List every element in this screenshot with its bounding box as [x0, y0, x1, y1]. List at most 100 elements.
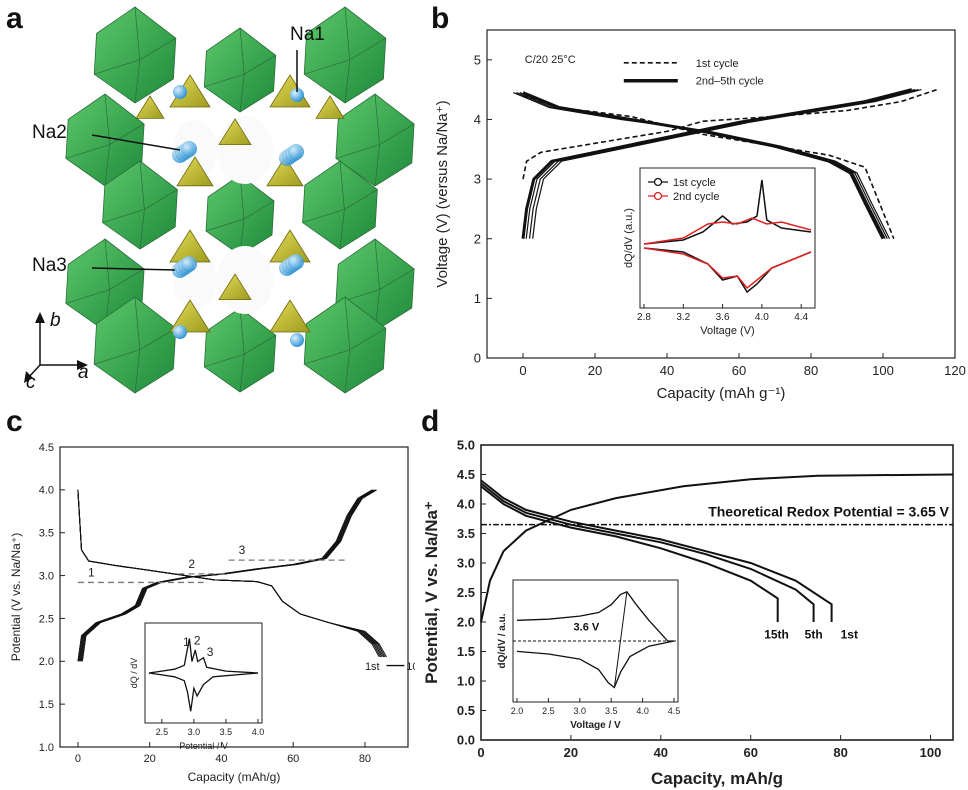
y-tick-label: 4 [474, 112, 481, 127]
series-5th [480, 482, 815, 622]
annotation-rate-temp: C/20 25°C [525, 54, 576, 66]
octahedron-edge [94, 37, 176, 75]
na-atoms [172, 85, 304, 347]
inset-x-tick-label: 2.8 [637, 312, 651, 323]
na-atom-column [288, 144, 304, 160]
tetrahedron [269, 299, 311, 333]
crystal-structure-image [24, 6, 415, 394]
inset-x-tick-label: 3.0 [188, 727, 201, 737]
octahedron-edge [205, 200, 275, 232]
y-tick-label: 2.0 [39, 656, 54, 668]
x-tick-label: 20 [144, 753, 156, 765]
y-tick-label: 4.5 [457, 467, 475, 482]
tetrahedron [218, 273, 252, 301]
inset-annotation-1: 1 [183, 635, 190, 649]
chart-c: 0 20 40 60 80 1.0 1.5 2.0 2.5 3.0 3.5 4.0 4.5 Capacit… [9, 442, 415, 784]
octahedron-edge [204, 334, 276, 368]
series-charge [480, 473, 954, 623]
octahedra [65, 6, 415, 394]
channel-void [217, 246, 273, 314]
y-tick-label: 0 [474, 351, 481, 366]
y-tick-label: 3.5 [39, 528, 54, 540]
na-atom [290, 333, 304, 347]
inset-x-tick-label: 3.6 [716, 312, 730, 323]
tetrahedron [266, 156, 304, 187]
inset-series-charge [516, 591, 674, 642]
panel-label-b: b [431, 2, 450, 35]
octahedron-edge [335, 123, 415, 159]
x-axis-label: Capacity (mAh/g) [188, 770, 281, 784]
octahedron-edge [304, 327, 386, 365]
inset-annotation: 3.6 V [574, 622, 600, 634]
annotation-10th-label: 10th [406, 661, 415, 673]
chart-d: 0 20 40 60 80 100 0.0 0.5 1.0 1.5 2.0 2.5 3.0 3.5 4.0 4… [422, 438, 954, 788]
label-na3: Na3 [32, 255, 67, 276]
y-tick-label: 4.5 [39, 442, 54, 454]
tetrahedron [169, 299, 211, 333]
na-atom-column [181, 256, 197, 272]
inset-y-axis-label: dQ/dV (a.u.) [623, 208, 635, 268]
inset-x-tick-label: 4.5 [668, 706, 681, 716]
inset-x-axis-label: Voltage (V) [700, 325, 754, 337]
inset-x-axis-label: Potential / V [179, 741, 228, 751]
panel-label-d: d [421, 405, 440, 438]
inset-series-upper [643, 217, 812, 245]
inset-frame [144, 622, 263, 724]
inset-x-tick-label: 2.5 [156, 727, 169, 737]
y-tick-label: 2.5 [39, 613, 54, 625]
plot-frame [486, 29, 956, 359]
octahedron [205, 174, 275, 256]
octahedron-edge [304, 37, 386, 75]
series-charge [81, 489, 377, 662]
reference-line-label: 3 [239, 543, 246, 557]
annotation-1st: 1st [365, 661, 380, 673]
inset-x-tick-label: 4.0 [636, 706, 649, 716]
na-atom-column [288, 254, 304, 270]
axis-label-c: c [26, 372, 36, 393]
octahedron-edge [204, 54, 276, 88]
y-tick-label: 4.0 [39, 485, 54, 497]
x-tick-label: 20 [588, 363, 602, 378]
plot-frame [59, 446, 409, 748]
series-15th [480, 485, 779, 622]
series-2nd-5th-cycle-charge [532, 89, 922, 239]
x-tick-label: 0 [519, 363, 526, 378]
annotation-5th: 5th [805, 628, 823, 642]
panel-a: a Na1 Na2 Na3 b a c [0, 0, 420, 400]
y-tick-label: 1.5 [457, 644, 475, 659]
inset-x-tick-label: 3.5 [220, 727, 233, 737]
axis-label-a: a [78, 362, 89, 383]
octahedron-edge [94, 327, 176, 365]
panel-label-a: a [6, 2, 23, 35]
label-na2: Na2 [32, 122, 67, 143]
channel-void [217, 116, 273, 184]
y-tick-label: 2.5 [457, 585, 475, 600]
octahedron [93, 6, 177, 104]
y-tick-label: 1 [474, 291, 481, 306]
inset-annotation-2: 2 [194, 633, 201, 647]
y-tick-label: 3.0 [39, 570, 54, 582]
y-tick-label: 4.0 [457, 497, 475, 512]
inset-series-lower [643, 247, 812, 290]
inset-x-tick-label: 3.2 [676, 312, 690, 323]
legend-label-2nd-5th: 2nd–5th cycle [696, 76, 764, 88]
inset-legend-marker [653, 177, 663, 187]
x-tick-label: 0 [477, 745, 484, 760]
na-atom [290, 88, 304, 102]
x-axis-label: Capacity (mAh g⁻¹) [657, 385, 786, 402]
chart-b: 0 20 40 60 80 100 120 0 1 2 3 4 5 Capacity (mAh g⁻¹) V… [434, 29, 966, 402]
y-tick-label: 1.0 [39, 742, 54, 754]
inset-x-tick-label: 3.5 [605, 706, 618, 716]
inset-x-tick-label: 4.4 [794, 312, 808, 323]
y-tick-label: 5 [474, 52, 481, 67]
x-tick-label: 60 [287, 753, 299, 765]
series-2nd-5th-cycle-discharge [513, 92, 891, 239]
x-tick-label: 40 [215, 753, 227, 765]
octahedron-edge [335, 268, 415, 304]
panel-c: c 0 20 40 60 80 1.0 1.5 2.0 2.5 3.0 3.5 4.0 4.5 Capac… [0, 405, 415, 790]
x-tick-label: 80 [804, 363, 818, 378]
series-discharge [77, 489, 387, 658]
octahedron-edge [102, 189, 178, 223]
na-atom-column [181, 141, 197, 157]
octahedron [203, 307, 277, 393]
